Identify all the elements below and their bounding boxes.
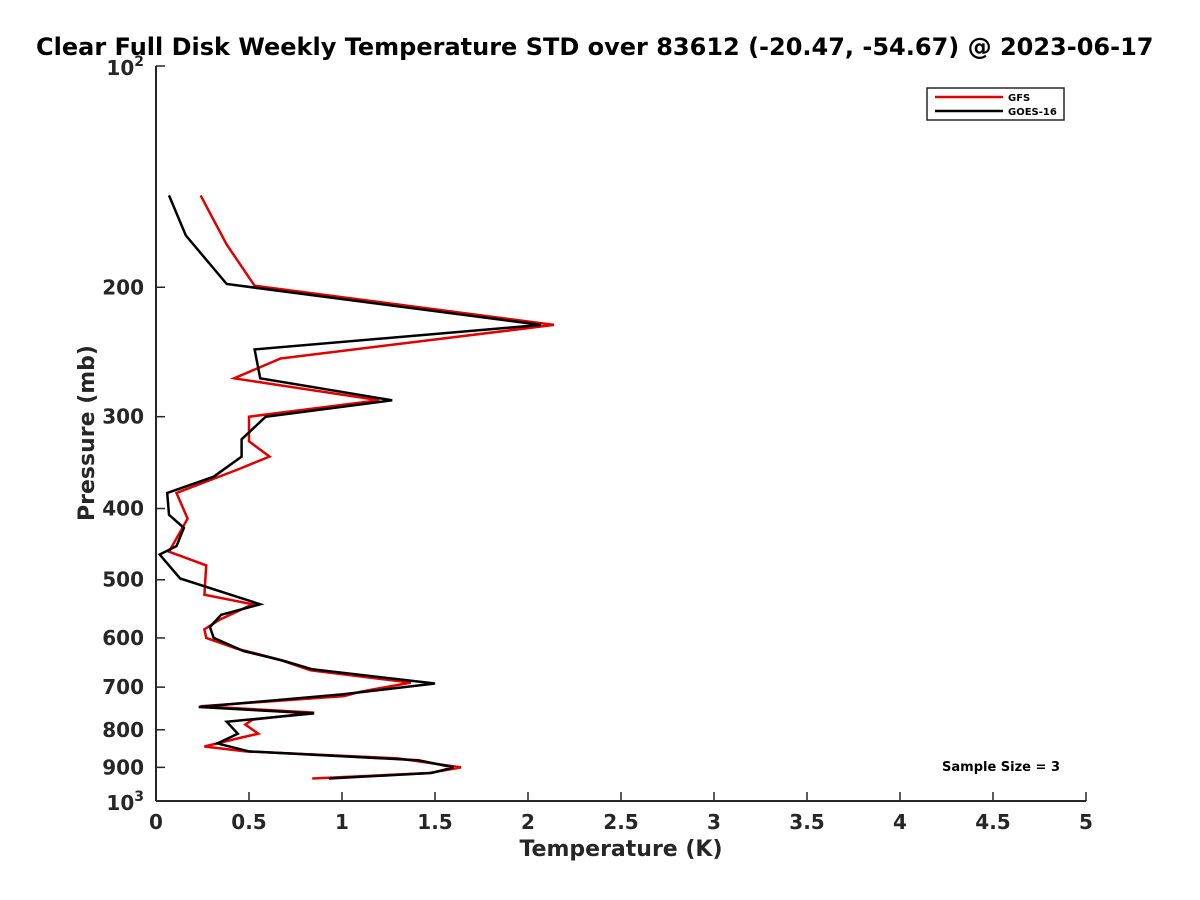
x-tick-label: 0.5 [231, 810, 266, 834]
y-tick-label: 300 [102, 405, 144, 429]
legend-label-goes16: GOES-16 [1008, 107, 1057, 118]
x-ticks: 0 0.5 1 1.5 2 2.5 3 3.5 4 4.5 5 [149, 792, 1093, 834]
y-tick-label: 103 [106, 789, 144, 815]
x-tick-label: 3.5 [789, 810, 824, 834]
y-tick-label: 600 [102, 626, 144, 650]
y-tick-label: 200 [102, 275, 144, 299]
x-tick-label: 4.5 [975, 810, 1010, 834]
x-tick-label: 2.5 [603, 810, 638, 834]
y-tick-label: 700 [102, 675, 144, 699]
series-line-gfs [167, 194, 555, 780]
y-tick-label: 900 [102, 755, 144, 779]
series-line-goes16 [157, 194, 542, 780]
y-tick-base: 10 [106, 791, 134, 815]
series-layer [157, 194, 555, 780]
x-tick-label: 1.5 [417, 810, 452, 834]
x-tick-label: 0 [149, 810, 163, 834]
chart-title: Clear Full Disk Weekly Temperature STD o… [36, 33, 1153, 61]
y-tick-exponent: 3 [134, 789, 144, 805]
legend-label-gfs: GFS [1008, 93, 1030, 104]
x-tick-label: 3 [707, 810, 721, 834]
y-axis-label: Pressure (mb) [75, 345, 100, 521]
legend: GFS GOES-16 [926, 87, 1065, 121]
sample-size-note: Sample Size = 3 [942, 760, 1060, 775]
y-tick-label: 500 [102, 568, 144, 592]
y-tick-exponent: 2 [134, 54, 144, 70]
x-tick-label: 1 [335, 810, 349, 834]
y-tick-label: 400 [102, 497, 144, 521]
legend-box [926, 87, 1065, 121]
y-tick-label: 102 [106, 54, 144, 80]
x-axis-label: Temperature (K) [519, 837, 722, 862]
x-tick-label: 4 [893, 810, 907, 834]
x-tick-label: 5 [1079, 810, 1093, 834]
y-tick-base: 10 [106, 56, 134, 80]
x-tick-label: 2 [521, 810, 535, 834]
y-tick-label: 800 [102, 718, 144, 742]
